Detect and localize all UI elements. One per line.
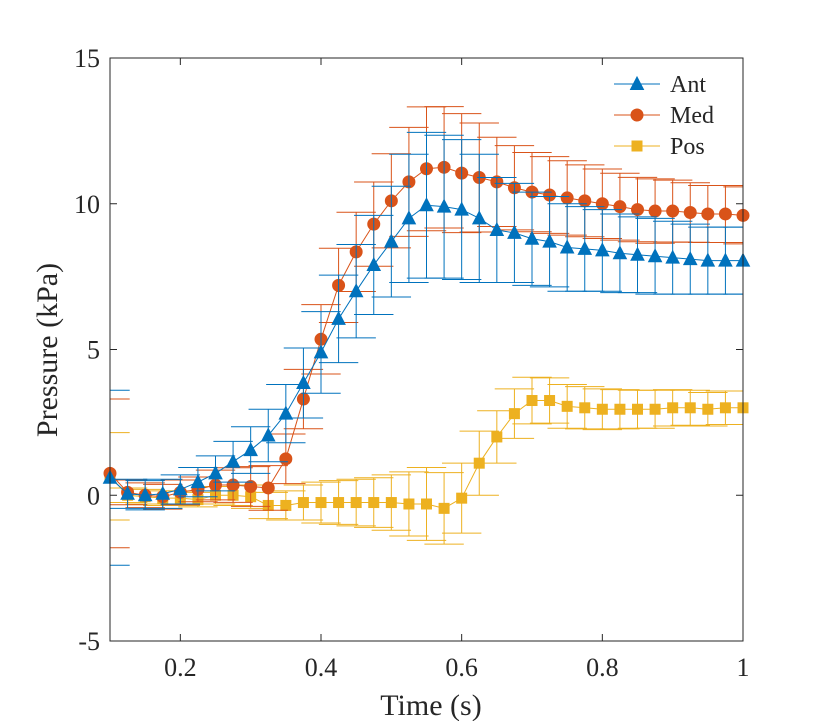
point-pos <box>403 498 415 510</box>
point-med <box>613 200 627 214</box>
point-ant <box>559 239 575 254</box>
legend-item-med: Med <box>614 103 714 129</box>
point-ant <box>507 224 522 239</box>
point-pos <box>385 497 397 509</box>
y-tick-label: 15 <box>74 44 100 73</box>
x-tick-label: 0.4 <box>305 653 338 682</box>
point-ant <box>401 210 417 225</box>
point-ant <box>471 210 487 225</box>
point-ant <box>120 485 135 500</box>
point-med <box>595 197 609 211</box>
point-med <box>683 205 697 219</box>
point-pos <box>579 402 591 414</box>
point-ant <box>542 233 557 248</box>
point-pos <box>350 497 362 509</box>
x-tick-label: 0.6 <box>445 653 478 682</box>
point-med <box>578 194 592 208</box>
legend-label: Pos <box>670 134 705 160</box>
point-pos <box>544 395 556 407</box>
legend-label: Ant <box>670 72 706 98</box>
y-tick-label: 10 <box>74 190 100 219</box>
point-pos <box>649 403 661 415</box>
point-ant <box>612 245 628 260</box>
point-ant <box>225 453 241 468</box>
point-med <box>718 207 732 221</box>
point-ant <box>173 481 188 496</box>
legend-marker <box>631 140 643 152</box>
point-pos <box>368 497 380 509</box>
point-ant <box>665 249 680 264</box>
point-med <box>261 481 275 495</box>
point-pos <box>596 403 608 415</box>
point-pos <box>719 402 731 414</box>
legend-item-pos: Pos <box>614 134 705 160</box>
point-ant <box>278 405 294 420</box>
point-ant <box>436 198 452 213</box>
point-med <box>560 191 574 205</box>
point-ant <box>718 252 733 267</box>
legend-marker <box>630 108 644 122</box>
point-ant <box>190 474 206 489</box>
x-tick-label: 1 <box>737 653 750 682</box>
point-pos <box>297 497 309 509</box>
point-ant <box>313 344 329 359</box>
point-pos <box>456 492 468 504</box>
legend: Ant Med Pos <box>614 72 714 160</box>
point-med <box>279 452 293 466</box>
point-ant <box>348 283 364 298</box>
point-med <box>648 204 662 218</box>
point-med <box>244 480 258 494</box>
point-ant <box>243 441 258 457</box>
point-pos <box>315 497 327 509</box>
legend-item-ant: Ant <box>614 72 706 98</box>
point-pos <box>421 498 432 510</box>
point-ant <box>155 485 171 500</box>
point-pos <box>491 431 503 443</box>
point-med <box>701 207 715 221</box>
point-pos <box>561 400 573 412</box>
point-ant <box>489 221 505 236</box>
point-pos <box>702 403 714 415</box>
point-pos <box>632 403 643 415</box>
point-ant <box>630 246 645 261</box>
point-ant <box>384 233 399 248</box>
point-ant <box>700 252 716 267</box>
point-ant <box>454 201 469 216</box>
y-tick-label: 0 <box>87 481 100 510</box>
y-tick-label: 5 <box>87 336 100 365</box>
point-ant <box>137 487 153 502</box>
point-ant <box>595 242 610 257</box>
point-ant <box>577 240 593 255</box>
point-pos <box>473 457 485 469</box>
legend-marker <box>629 75 645 90</box>
point-ant <box>331 310 346 325</box>
point-pos <box>614 403 626 415</box>
point-pos <box>526 395 538 407</box>
y-axis-label: Pressure (kPa) <box>31 263 64 437</box>
x-axis-label: Time (s) <box>380 689 481 721</box>
point-pos <box>280 499 292 511</box>
point-pos <box>508 408 520 420</box>
point-pos <box>333 497 345 509</box>
point-ant <box>419 197 434 212</box>
point-ant <box>260 427 276 442</box>
series-layer <box>102 106 751 566</box>
point-ant <box>296 374 311 390</box>
point-ant <box>682 251 698 266</box>
y-tick-label: -5 <box>78 627 100 656</box>
point-pos <box>684 402 696 414</box>
legend-label: Med <box>670 103 714 129</box>
point-pos <box>438 502 450 514</box>
point-med <box>631 203 644 217</box>
point-med <box>666 204 680 218</box>
point-ant <box>524 230 540 245</box>
point-ant <box>366 256 382 271</box>
x-tick-label: 0.2 <box>164 653 197 682</box>
point-pos <box>667 402 679 414</box>
point-ant <box>208 465 223 480</box>
axes-layer: 0.2 0.4 0.6 0.8 1 -5 0 5 10 15 <box>74 44 750 682</box>
point-ant <box>647 248 663 263</box>
x-tick-label: 0.8 <box>586 653 619 682</box>
